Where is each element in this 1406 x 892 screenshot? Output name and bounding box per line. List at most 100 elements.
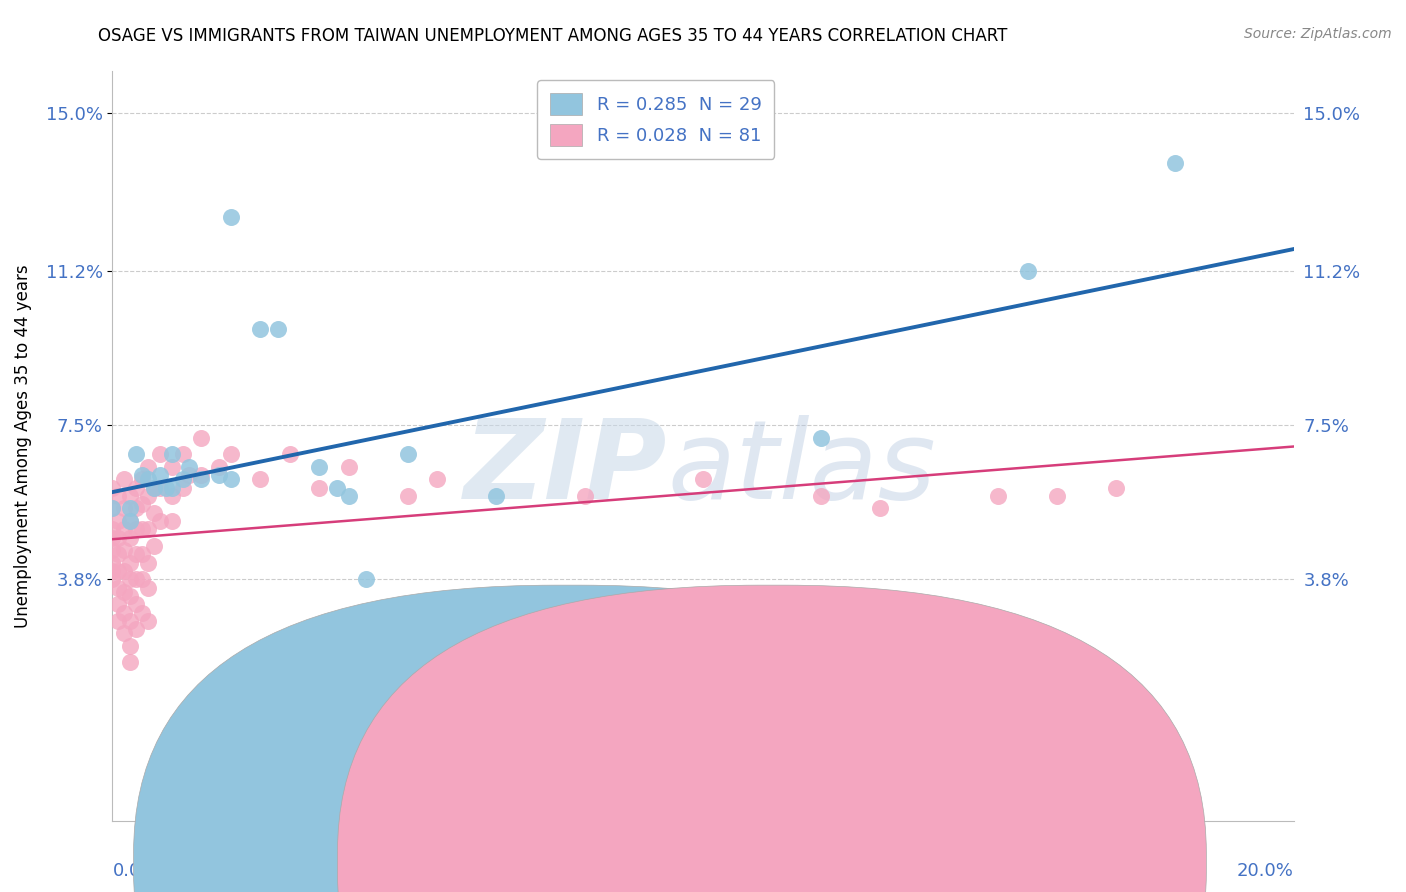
Point	[1017, 264, 1039, 278]
Point	[337, 459, 360, 474]
Point	[101, 556, 124, 570]
Point	[125, 522, 148, 536]
Point	[101, 572, 124, 586]
Point	[172, 447, 194, 461]
Point	[1164, 156, 1187, 170]
Text: Immigrants from Taiwan: Immigrants from Taiwan	[794, 855, 1012, 872]
Point	[131, 522, 153, 536]
Text: atlas: atlas	[668, 415, 936, 522]
Point	[125, 481, 148, 495]
Point	[107, 614, 129, 628]
Point	[426, 472, 449, 486]
Point	[172, 481, 194, 495]
Point	[385, 614, 408, 628]
Point	[308, 459, 330, 474]
Point	[190, 431, 212, 445]
Point	[120, 639, 142, 653]
Text: 20.0%: 20.0%	[1237, 863, 1294, 880]
Point	[107, 531, 129, 545]
Point	[219, 447, 242, 461]
Point	[120, 589, 142, 603]
Point	[101, 522, 124, 536]
Point	[112, 522, 135, 536]
Point	[249, 322, 271, 336]
Text: 0.0%: 0.0%	[112, 863, 157, 880]
Point	[107, 564, 129, 578]
Point	[131, 572, 153, 586]
Point	[112, 606, 135, 620]
Point	[208, 468, 231, 483]
Point	[112, 543, 135, 558]
Point	[125, 572, 148, 586]
Point	[107, 581, 129, 595]
Point	[219, 210, 242, 224]
Point	[142, 539, 165, 553]
Text: ZIP: ZIP	[464, 415, 668, 522]
Point	[1046, 489, 1069, 503]
Point	[120, 514, 142, 528]
Point	[160, 459, 183, 474]
Point	[101, 501, 124, 516]
Point	[337, 489, 360, 503]
Point	[131, 547, 153, 561]
Point	[107, 597, 129, 611]
Point	[142, 481, 165, 495]
Point	[107, 547, 129, 561]
Point	[179, 459, 201, 474]
Point	[810, 431, 832, 445]
Point	[125, 447, 148, 461]
Point	[101, 543, 124, 558]
Point	[136, 614, 159, 628]
Point	[101, 531, 124, 545]
Point	[987, 489, 1010, 503]
Point	[142, 506, 165, 520]
Point	[278, 447, 301, 461]
Point	[136, 489, 159, 503]
Point	[142, 481, 165, 495]
Legend: R = 0.285  N = 29, R = 0.028  N = 81: R = 0.285 N = 29, R = 0.028 N = 81	[537, 80, 775, 159]
Point	[326, 481, 349, 495]
Point	[869, 501, 891, 516]
Point	[107, 514, 129, 528]
Point	[131, 468, 153, 483]
Point	[692, 472, 714, 486]
Point	[107, 489, 129, 503]
Point	[112, 584, 135, 599]
Point	[160, 481, 183, 495]
Point	[172, 472, 194, 486]
Point	[574, 489, 596, 503]
Point	[125, 547, 148, 561]
Point	[125, 622, 148, 636]
Point	[112, 564, 135, 578]
Point	[396, 489, 419, 503]
Point	[120, 501, 142, 516]
Point	[112, 501, 135, 516]
Point	[179, 468, 201, 483]
Point	[131, 472, 153, 486]
Point	[131, 497, 153, 511]
Point	[112, 626, 135, 640]
Text: Source: ZipAtlas.com: Source: ZipAtlas.com	[1244, 27, 1392, 41]
Point	[1105, 481, 1128, 495]
Point	[131, 606, 153, 620]
Point	[190, 468, 212, 483]
Point	[356, 572, 378, 586]
Point	[190, 472, 212, 486]
Point	[120, 572, 142, 586]
Point	[219, 472, 242, 486]
Point	[125, 597, 148, 611]
Point	[149, 468, 172, 483]
Point	[120, 514, 142, 528]
Point	[136, 459, 159, 474]
Point	[136, 522, 159, 536]
Point	[120, 656, 142, 670]
Point	[810, 489, 832, 503]
Point	[112, 472, 135, 486]
Y-axis label: Unemployment Among Ages 35 to 44 years: Unemployment Among Ages 35 to 44 years	[14, 264, 32, 628]
Point	[308, 481, 330, 495]
Point	[101, 501, 124, 516]
Text: Osage: Osage	[591, 855, 648, 872]
Point	[160, 447, 183, 461]
Point	[160, 489, 183, 503]
Point	[101, 481, 124, 495]
